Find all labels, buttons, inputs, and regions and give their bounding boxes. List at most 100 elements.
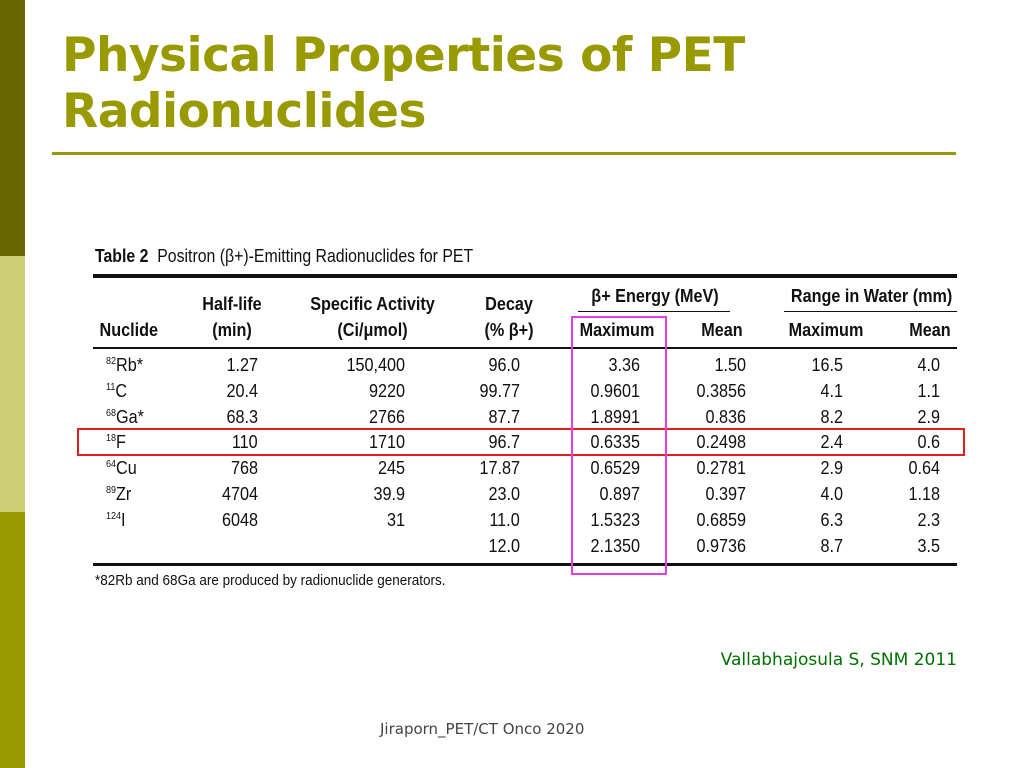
citation: Vallabhajosula S, SNM 2011 [720, 650, 957, 670]
emean-cell: 0.836 [705, 406, 746, 427]
rmean-cell: 0.64 [908, 458, 940, 479]
emax-cell: 0.9601 [590, 380, 640, 401]
nuclide-cell: 18F [106, 432, 126, 453]
element-symbol: Cu [116, 458, 137, 479]
nuclide-cell: 89Zr [106, 484, 131, 505]
column-header: Mean [909, 320, 951, 340]
nuclide-cell: 82Rb* [106, 355, 143, 376]
mass-number: 89 [106, 485, 117, 496]
mass-number: 68 [106, 407, 117, 419]
emax-cell: 0.6335 [590, 432, 640, 453]
rmax-cell: 4.1 [820, 380, 843, 401]
emax-cell: 2.1350 [590, 535, 640, 556]
slide-footer: Jiraporn_PET/CT Onco 2020 [380, 720, 585, 738]
half-cell: 1.27 [226, 355, 258, 375]
sa-cell: 150,400 [346, 355, 405, 375]
emean-cell: 0.3856 [696, 380, 746, 401]
rmax-cell: 16.5 [811, 355, 843, 375]
nuclide-cell: 68Ga* [106, 407, 144, 428]
element-symbol: C [115, 380, 128, 401]
mass-number: 11 [106, 381, 116, 393]
emean-cell: 1.50 [714, 355, 746, 375]
column-header: Half-life (min) [202, 294, 262, 340]
column-header: Specific Activity (Ci/μmol) [310, 294, 435, 340]
table-header-rule [93, 347, 957, 349]
decay-cell: 11.0 [489, 509, 520, 530]
half-cell: 68.3 [226, 406, 258, 427]
half-cell: 4704 [221, 484, 258, 504]
sidebar-stripe-light [0, 256, 25, 512]
nuclide-cell: 64Cu [106, 458, 137, 479]
half-cell: 20.4 [226, 380, 258, 401]
emean-cell: 0.6859 [696, 509, 746, 530]
column-header: Maximum [579, 320, 655, 340]
rmean-cell: 1.1 [917, 380, 940, 401]
rmean-cell: 4.0 [917, 355, 940, 375]
rmax-cell: 6.3 [820, 509, 843, 530]
sa-cell: 9220 [368, 380, 405, 401]
slide-title: Physical Properties of PET Radionuclides [62, 28, 745, 139]
element-symbol: F [116, 432, 126, 453]
decay-cell: 87.7 [488, 406, 520, 427]
half-cell: 110 [232, 432, 258, 453]
decay-cell: 23.0 [488, 484, 520, 504]
mass-number: 124 [106, 510, 122, 522]
sidebar-stripe-dark [0, 0, 25, 256]
range-group-rule [784, 311, 957, 312]
emean-cell: 0.2781 [696, 458, 746, 479]
highlight-row-f18 [77, 428, 965, 456]
sa-cell: 31 [386, 509, 405, 530]
nuclide-cell: 124I [106, 510, 126, 531]
column-header: Maximum [788, 320, 864, 340]
nuclide-cell: 11C [106, 381, 127, 402]
energy-group-header: β+ Energy (MeV) [591, 286, 719, 306]
rmean-cell: 1.18 [908, 484, 940, 504]
column-header: Mean [701, 320, 743, 340]
emean-cell: 0.9736 [696, 535, 746, 556]
element-symbol: I [121, 509, 126, 530]
emax-cell: 3.36 [608, 355, 640, 375]
rmax-cell: 8.7 [820, 535, 843, 556]
decay-cell: 99.77 [479, 380, 520, 401]
rmean-cell: 3.5 [917, 535, 940, 556]
mass-number: 64 [106, 459, 117, 471]
table-caption: Table 2 Positron (β+)-Emitting Radionucl… [95, 246, 474, 266]
table-footnote: *82Rb and 68Ga are produced by radionucl… [95, 572, 446, 589]
decay-cell: 96.0 [488, 355, 520, 375]
emean-cell: 0.397 [705, 484, 746, 504]
title-underline [52, 152, 956, 155]
sa-cell: 2766 [368, 406, 405, 427]
rmean-cell: 2.3 [917, 509, 940, 530]
rmax-cell: 2.9 [820, 458, 843, 479]
rmax-cell: 4.0 [820, 484, 843, 504]
sidebar-stripe-olive [0, 512, 25, 768]
emean-cell: 0.2498 [696, 432, 746, 453]
column-header: Nuclide [99, 320, 159, 340]
range-group-header: Range in Water (mm) [790, 286, 953, 306]
rmax-cell: 2.4 [820, 432, 843, 453]
element-symbol: Rb* [116, 355, 144, 375]
table-top-rule [93, 274, 957, 278]
emax-cell: 1.5323 [590, 509, 640, 530]
column-header: Decay (% β+) [484, 294, 534, 340]
rmax-cell: 8.2 [820, 406, 843, 427]
decay-cell: 96.7 [488, 432, 520, 453]
half-cell: 768 [230, 458, 258, 479]
sa-cell: 39.9 [373, 484, 405, 504]
energy-group-rule [578, 311, 730, 312]
half-cell: 6048 [221, 509, 258, 530]
element-symbol: Zr [116, 484, 132, 504]
mass-number: 18 [106, 433, 117, 445]
decay-cell: 17.87 [479, 458, 520, 479]
rmean-cell: 2.9 [917, 406, 940, 427]
emax-cell: 0.897 [599, 484, 640, 504]
sa-cell: 245 [377, 458, 405, 479]
mass-number: 82 [106, 356, 117, 367]
highlight-column-max-energy [571, 316, 667, 575]
emax-cell: 0.6529 [590, 458, 640, 479]
emax-cell: 1.8991 [590, 406, 640, 427]
table-bottom-rule [93, 563, 957, 566]
sa-cell: 1710 [368, 432, 405, 453]
rmean-cell: 0.6 [917, 432, 940, 453]
decay-cell: 12.0 [488, 535, 520, 556]
